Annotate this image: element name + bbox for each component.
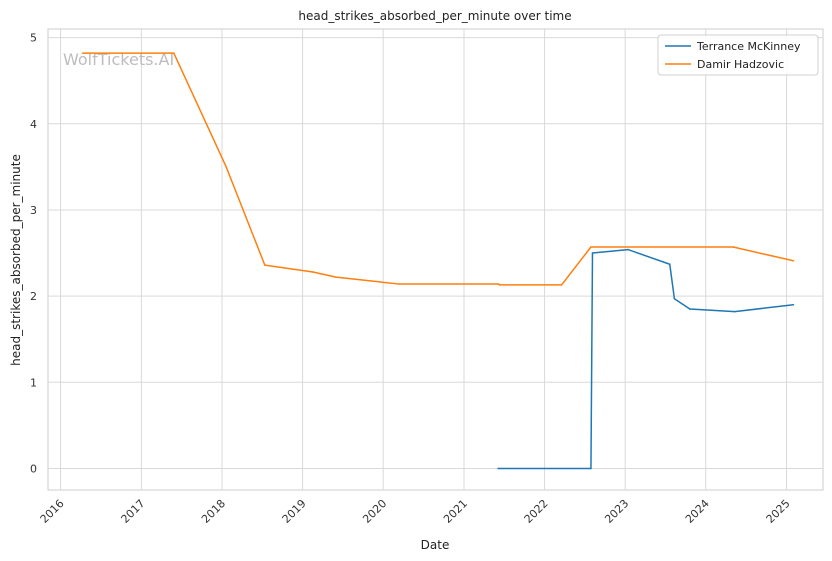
data-point-terrance-mckinney-4 <box>668 263 671 266</box>
y-gridlines <box>48 37 823 469</box>
y-axis-label: head_strikes_absorbed_per_minute <box>9 154 23 366</box>
y-tick-labels: 0 1 2 3 4 5 <box>30 32 37 476</box>
series-layer <box>81 52 795 470</box>
data-point-terrance-mckinney-8 <box>792 303 795 306</box>
data-point-terrance-mckinney-3 <box>627 248 629 251</box>
data-point-terrance-mckinney-0 <box>497 467 500 470</box>
y-tick-label-2: 2 <box>30 290 37 303</box>
data-point-damir-hadzovic-1 <box>173 52 175 54</box>
data-point-damir-hadzovic-2 <box>225 166 227 168</box>
legend: Terrance McKinney Damir Hadzovic <box>657 34 819 76</box>
data-point-terrance-mckinney-5 <box>673 297 676 300</box>
data-point-terrance-mckinney-7 <box>733 310 736 313</box>
data-point-damir-hadzovic-0 <box>81 52 84 54</box>
data-point-damir-hadzovic-11 <box>732 246 734 248</box>
data-point-terrance-mckinney-1 <box>590 467 592 470</box>
y-tick-label-5: 5 <box>30 32 37 45</box>
y-tick-label-4: 4 <box>30 118 37 131</box>
y-tick-label-0: 0 <box>30 462 37 475</box>
watermark-text: WolfTickets.AI <box>63 50 174 69</box>
y-tick-label-3: 3 <box>30 204 37 217</box>
data-point-damir-hadzovic-3 <box>264 264 266 266</box>
data-point-damir-hadzovic-8 <box>498 284 501 286</box>
data-point-terrance-mckinney-2 <box>591 252 594 254</box>
chart-title: head_strikes_absorbed_per_minute over ti… <box>298 9 571 23</box>
data-point-damir-hadzovic-12 <box>792 259 795 262</box>
data-point-damir-hadzovic-6 <box>398 283 401 285</box>
data-point-damir-hadzovic-7 <box>497 283 500 285</box>
data-point-damir-hadzovic-5 <box>335 276 337 278</box>
legend-label-damir-hadzovic: Damir Hadzovic <box>697 58 784 71</box>
plot-area <box>47 28 824 491</box>
legend-box <box>657 34 819 76</box>
data-point-damir-hadzovic-4 <box>312 271 314 273</box>
y-tick-label-1: 1 <box>30 376 37 389</box>
data-point-damir-hadzovic-10 <box>590 246 592 248</box>
x-axis-label: Date <box>421 538 450 552</box>
data-point-damir-hadzovic-9 <box>560 284 563 286</box>
data-point-terrance-mckinney-6 <box>689 308 691 310</box>
legend-label-terrance-mckinney: Terrance McKinney <box>696 40 801 53</box>
